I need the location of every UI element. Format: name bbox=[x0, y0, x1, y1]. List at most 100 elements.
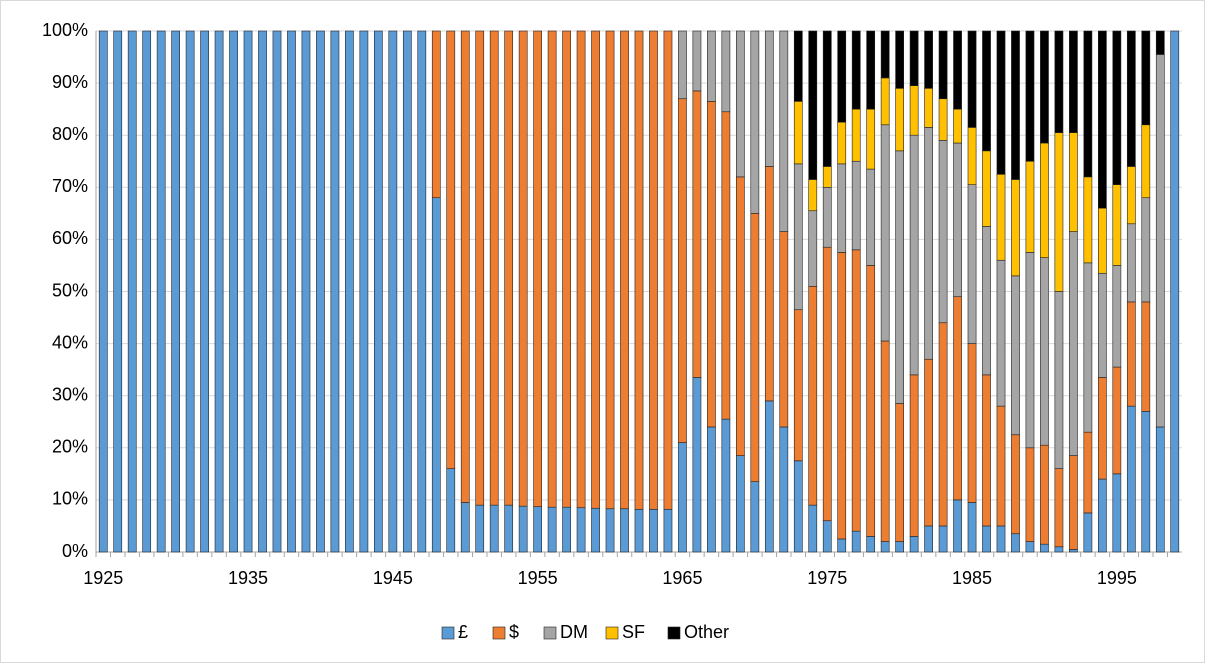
bar-segment bbox=[258, 30, 267, 553]
x-tick-label: 1955 bbox=[518, 568, 558, 588]
bar-segment bbox=[938, 525, 948, 553]
bar-segment bbox=[953, 499, 962, 553]
bar-segment bbox=[880, 124, 890, 342]
bar-segment bbox=[1083, 30, 1093, 178]
bar-segment bbox=[1069, 455, 1078, 550]
bar-segment bbox=[750, 213, 760, 482]
bar-segment bbox=[909, 374, 919, 537]
bar-segment bbox=[533, 506, 542, 553]
bar-segment bbox=[880, 30, 890, 79]
bar-segment bbox=[634, 508, 644, 553]
legend-label: $ bbox=[509, 622, 519, 642]
bar-segment bbox=[402, 30, 412, 553]
bar-segment bbox=[1141, 30, 1151, 126]
bar-segment bbox=[953, 30, 962, 110]
bar-segment bbox=[924, 525, 933, 553]
bar-segment bbox=[851, 160, 861, 251]
bar-segment bbox=[822, 166, 832, 188]
bar-segment bbox=[1155, 30, 1165, 55]
bar-segment bbox=[1112, 473, 1122, 553]
bar-segment bbox=[127, 30, 137, 553]
bar-segment bbox=[1112, 30, 1122, 185]
bar-segment bbox=[996, 259, 1006, 407]
bar-segment bbox=[793, 101, 803, 165]
bar-segment bbox=[822, 30, 832, 167]
bar-segment bbox=[533, 30, 542, 507]
bar-segment bbox=[243, 30, 253, 553]
bar-segment bbox=[707, 426, 716, 553]
bar-segment bbox=[1040, 30, 1049, 144]
bar-segment bbox=[1098, 478, 1107, 553]
bar-segment bbox=[1040, 142, 1049, 258]
bar-segment bbox=[692, 377, 702, 553]
bar-segment bbox=[1040, 257, 1049, 446]
bar-segment bbox=[837, 121, 847, 165]
x-tick-label: 1945 bbox=[373, 568, 413, 588]
bar-segment bbox=[1170, 30, 1180, 553]
bar-segment bbox=[1126, 405, 1136, 553]
bar-segment bbox=[909, 30, 919, 87]
x-tick-label: 1925 bbox=[83, 568, 123, 588]
bar-segment bbox=[1040, 543, 1049, 553]
bar-segment bbox=[634, 30, 644, 510]
y-tick-label: 20% bbox=[52, 437, 88, 457]
bar-segment bbox=[982, 30, 991, 152]
bar-segment bbox=[446, 468, 456, 553]
bar-segment bbox=[1083, 431, 1093, 514]
bar-segment bbox=[489, 504, 499, 553]
bar-segment bbox=[808, 30, 818, 180]
y-tick-label: 90% bbox=[52, 72, 88, 92]
bar-segment bbox=[1112, 366, 1122, 475]
bar-segment bbox=[504, 30, 514, 506]
y-tick-label: 80% bbox=[52, 124, 88, 144]
legend-swatch bbox=[543, 626, 557, 640]
bar-segment bbox=[707, 30, 716, 102]
bar-segment bbox=[996, 30, 1006, 175]
bar-segment bbox=[504, 504, 514, 553]
bar-segment bbox=[938, 140, 948, 324]
bar-segment bbox=[374, 30, 383, 553]
bar-segment bbox=[837, 30, 847, 123]
bar-segment bbox=[1025, 252, 1035, 449]
bar-segment bbox=[547, 506, 557, 553]
bar-segment bbox=[750, 30, 760, 214]
bar-segment bbox=[967, 343, 977, 503]
x-tick-label: 1975 bbox=[807, 568, 847, 588]
bar-segment bbox=[1098, 377, 1107, 480]
bar-segment bbox=[837, 163, 847, 253]
bar-segment bbox=[1112, 265, 1122, 368]
bar-segment bbox=[1054, 291, 1064, 469]
bar-segment bbox=[663, 30, 673, 510]
bar-segment bbox=[649, 30, 658, 510]
bar-segment bbox=[1155, 426, 1165, 553]
bar-segment bbox=[764, 400, 774, 553]
bar-segment bbox=[924, 88, 933, 128]
bar-segment bbox=[620, 508, 629, 553]
bar-segment bbox=[692, 30, 702, 92]
y-tick-label: 70% bbox=[52, 176, 88, 196]
bar-segment bbox=[1025, 160, 1035, 253]
x-tick-label: 1965 bbox=[662, 568, 702, 588]
bar-segment bbox=[1040, 444, 1049, 545]
bar-segment bbox=[214, 30, 224, 553]
bar-segment bbox=[562, 506, 571, 553]
bar-segment bbox=[895, 541, 904, 553]
bar-segment bbox=[851, 108, 861, 162]
bar-segment bbox=[330, 30, 340, 553]
bar-segment bbox=[1126, 30, 1136, 167]
legend-label: SF bbox=[622, 622, 645, 642]
bar-segment bbox=[1054, 468, 1064, 548]
bar-segment bbox=[345, 30, 354, 553]
bar-segment bbox=[866, 265, 876, 537]
bar-segment bbox=[866, 108, 876, 170]
bar-segment bbox=[895, 403, 904, 542]
bar-segment bbox=[562, 30, 571, 508]
bar-segment bbox=[1083, 176, 1093, 264]
bar-segment bbox=[909, 536, 919, 553]
bar-segment bbox=[953, 108, 962, 144]
bar-segment bbox=[1112, 184, 1122, 266]
bar-segment bbox=[576, 507, 586, 553]
bar-segment bbox=[967, 502, 977, 553]
